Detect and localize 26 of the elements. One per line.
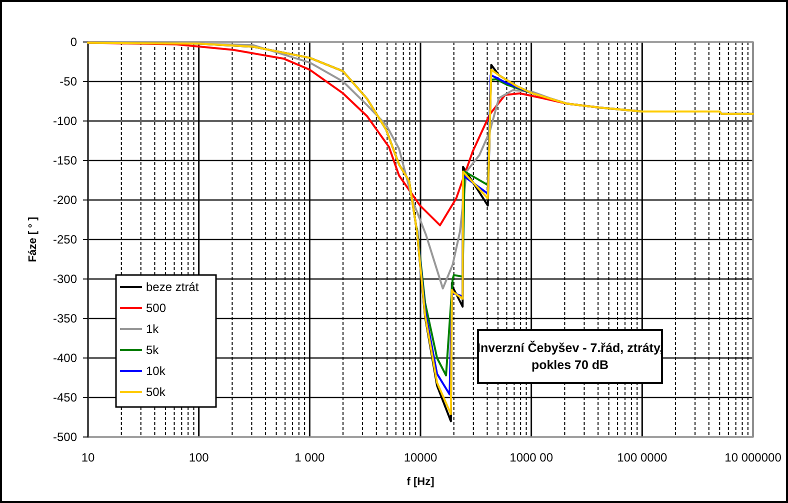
y-tick-label: -200 bbox=[52, 192, 78, 207]
x-tick-label: 100 bbox=[188, 450, 210, 465]
legend-label: 10k bbox=[146, 364, 166, 378]
legend-label: 500 bbox=[146, 301, 166, 315]
y-tick-label: -500 bbox=[52, 430, 78, 444]
y-tick-label: -450 bbox=[52, 390, 78, 404]
x-tick-label: 10000 bbox=[404, 450, 438, 465]
y-tick-label: 0 bbox=[70, 34, 78, 49]
x-tick-label: 10 000000 bbox=[724, 450, 782, 465]
y-tick-label: -250 bbox=[52, 232, 78, 246]
x-tick-label: 1 000 bbox=[294, 450, 326, 465]
legend-label: beze ztrát bbox=[146, 280, 200, 294]
x-tick-label: 100 0000 bbox=[617, 450, 668, 465]
legend-label: 1k bbox=[146, 322, 160, 336]
legend-label: 5k bbox=[146, 343, 160, 357]
y-axis-title: Fáze [ ° ] bbox=[27, 216, 39, 262]
x-axis-title: f [Hz] bbox=[406, 476, 435, 488]
y-tick-label: -400 bbox=[52, 350, 78, 365]
y-tick-label: -300 bbox=[52, 272, 78, 286]
y-tick-label: -150 bbox=[52, 153, 78, 168]
y-tick-label: -50 bbox=[60, 74, 78, 88]
x-tick-label: 10 bbox=[81, 450, 95, 465]
y-tick-label: -350 bbox=[52, 311, 78, 326]
y-tick-label: -100 bbox=[52, 114, 78, 128]
x-tick-label: 1000 00 bbox=[510, 450, 554, 465]
legend-label: 50k bbox=[146, 385, 166, 399]
